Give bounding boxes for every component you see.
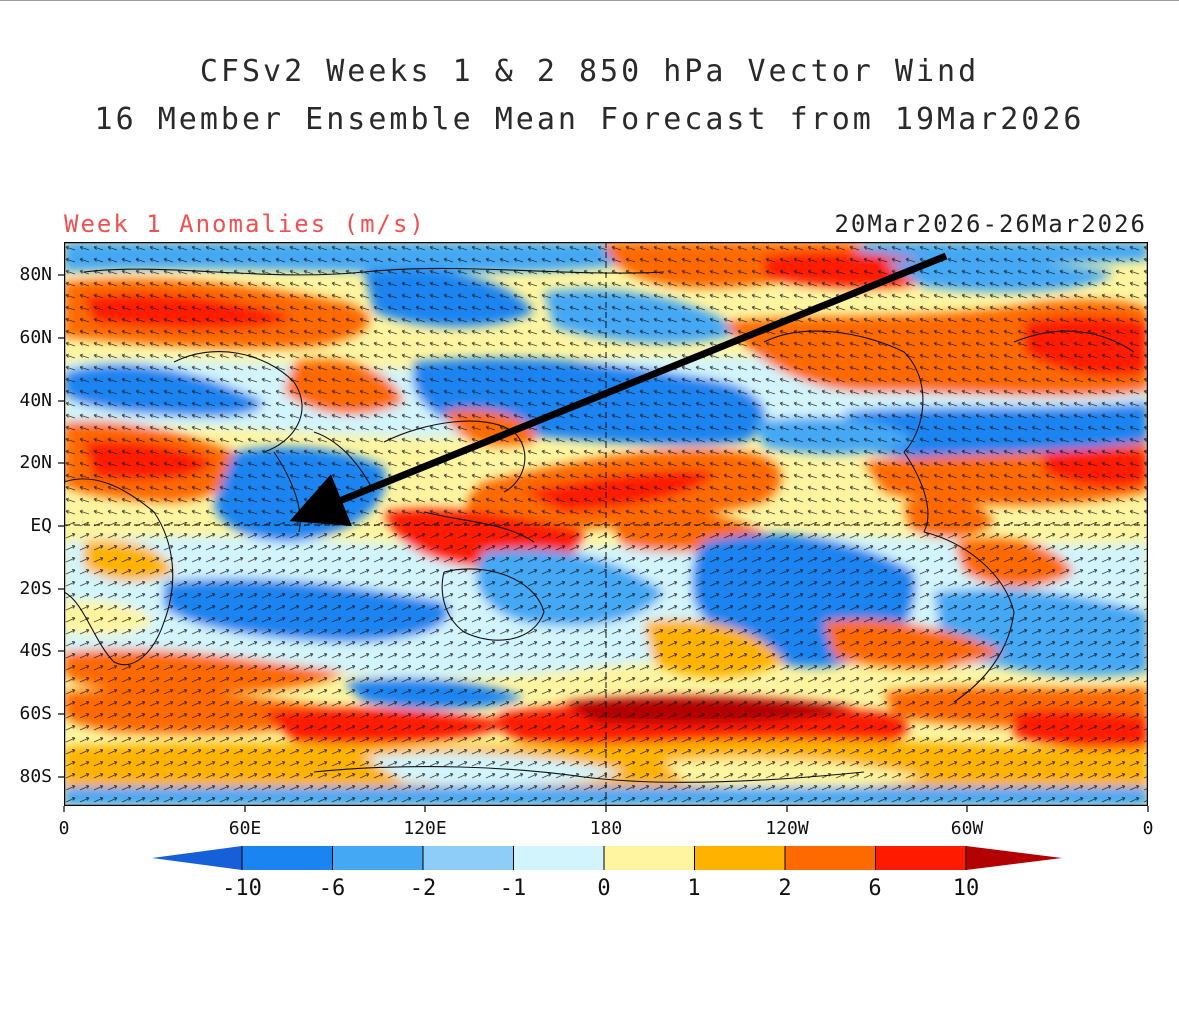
top-border xyxy=(0,0,1179,1)
colorbar-cap-high xyxy=(966,846,1062,870)
title-line-2: 16 Member Ensemble Mean Forecast from 19… xyxy=(94,102,1085,137)
coastlines xyxy=(64,267,1135,783)
lon-label-120w: 120W xyxy=(765,818,809,839)
lat-label-eq: EQ xyxy=(30,515,52,536)
lat-label-60s: 60S xyxy=(19,703,52,724)
wind-anomaly-map xyxy=(64,242,1148,806)
colorbar-label: 0 xyxy=(597,876,611,901)
colorbar-label: -6 xyxy=(318,876,346,901)
lat-label-60n: 60N xyxy=(19,327,52,348)
lon-label-120e: 120E xyxy=(403,818,447,839)
colorbar-swatch xyxy=(875,846,966,870)
lat-label-20s: 20S xyxy=(19,578,52,599)
colorbar-swatch xyxy=(513,846,604,870)
colorbar-label: 10 xyxy=(952,876,980,901)
colorbar-label: -2 xyxy=(409,876,437,901)
colorbar-cap-low xyxy=(152,846,242,870)
colorbar-swatch xyxy=(785,846,876,870)
lon-label-0-right: 0 xyxy=(1142,818,1154,839)
panel-label: Week 1 Anomalies (m/s) xyxy=(64,210,426,238)
lat-label-80s: 80S xyxy=(19,766,52,787)
lat-label-40n: 40N xyxy=(19,390,52,411)
colorbar-label: 6 xyxy=(868,876,882,901)
colorbar-swatch xyxy=(604,846,695,870)
lat-label-40s: 40S xyxy=(19,640,52,661)
colorbar-label: -1 xyxy=(499,876,527,901)
colorbar-swatch xyxy=(694,846,785,870)
map-frame xyxy=(64,242,1148,806)
colorbar-swatch xyxy=(242,846,333,870)
lat-label-20n: 20N xyxy=(19,452,52,473)
colorbar-swatch xyxy=(332,846,423,870)
lon-label-60e: 60E xyxy=(228,818,262,839)
title-line-1: CFSv2 Weeks 1 & 2 850 hPa Vector Wind xyxy=(199,54,980,89)
lon-label-60w: 60W xyxy=(950,818,984,839)
date-range: 20Mar2026-26Mar2026 xyxy=(834,210,1147,238)
colorbar-label: 2 xyxy=(778,876,792,901)
colorbar-label: 1 xyxy=(687,876,701,901)
colorbar-label: -10 xyxy=(222,876,262,901)
lon-label-180: 180 xyxy=(589,818,623,839)
lat-label-80n: 80N xyxy=(19,264,52,285)
colorbar-swatch xyxy=(423,846,514,870)
annotation-arrow xyxy=(289,252,948,527)
lon-label-0: 0 xyxy=(58,818,70,839)
